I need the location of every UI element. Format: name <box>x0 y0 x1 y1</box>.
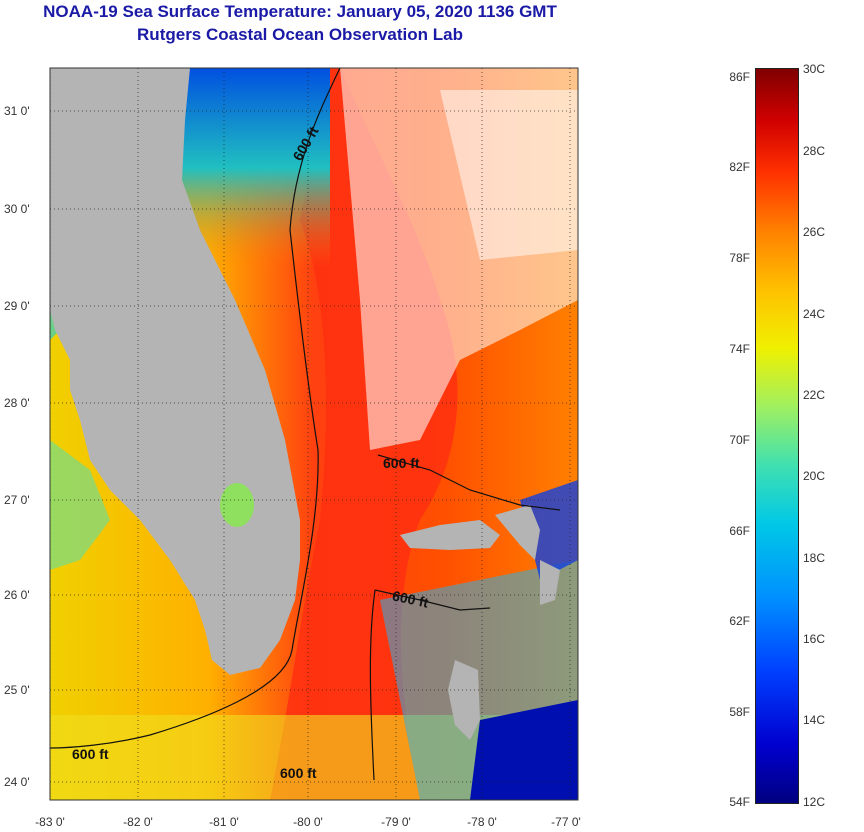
lon-label: -83 0' <box>35 815 65 829</box>
colorbar-f-label: 78F <box>729 251 750 265</box>
map-frame <box>49 67 579 801</box>
colorbar-c-label: 30C <box>803 62 826 76</box>
colorbar-f-label: 74F <box>729 342 750 356</box>
colorbar-c-label: 16C <box>803 632 826 646</box>
colorbar-c-label: 14C <box>803 713 826 727</box>
colorbar-f-label: 66F <box>729 524 750 538</box>
graticule <box>49 68 578 800</box>
lat-label: 27 0' <box>4 493 30 507</box>
contour-600ft-bahamas-north <box>377 454 561 511</box>
colorbar-c-label: 22C <box>803 388 826 402</box>
title-line-2: Rutgers Coastal Ocean Observation Lab <box>137 25 463 44</box>
colorbar-c-label: 24C <box>803 307 826 321</box>
lat-label: 25 0' <box>4 683 30 697</box>
lon-label: -81 0' <box>209 815 239 829</box>
lat-label: 28 0' <box>4 396 30 410</box>
lon-label: -77 0' <box>551 815 581 829</box>
contour-label: 600 ft <box>72 746 109 762</box>
lat-label: 31 0' <box>4 104 30 118</box>
lon-label: -82 0' <box>123 815 153 829</box>
contour-label: 600 ft <box>280 765 317 781</box>
colorbar-f-label: 86F <box>729 70 750 84</box>
title-line-1: NOAA-19 Sea Surface Temperature: January… <box>43 2 557 21</box>
lat-label: 24 0' <box>4 775 30 789</box>
colorbar-c-label: 18C <box>803 551 826 565</box>
grand-bahama <box>400 520 500 550</box>
colorbar-f-label: 58F <box>729 705 750 719</box>
lat-label: 29 0' <box>4 299 30 313</box>
lon-label: -80 0' <box>293 815 323 829</box>
lake-okeechobee <box>220 483 254 527</box>
colorbar-c-label: 28C <box>803 144 826 158</box>
andros <box>448 660 480 740</box>
temperature-colorbar <box>755 68 799 804</box>
contour-600ft-bahamas-south <box>374 589 491 611</box>
colorbar-c-label: 20C <box>803 469 826 483</box>
abaco <box>495 505 540 560</box>
lat-label: 30 0' <box>4 202 30 216</box>
contour-label: 600 ft <box>391 587 430 610</box>
northern-cold-water <box>180 68 330 268</box>
contour-600ft-florida <box>50 68 341 749</box>
contour-label: 600 ft <box>383 455 420 471</box>
colorbar-f-label: 70F <box>729 433 750 447</box>
lat-label: 26 0' <box>4 588 30 602</box>
lon-label: -79 0' <box>381 815 411 829</box>
colorbar-f-label: 62F <box>729 614 750 628</box>
colorbar-c-label: 26C <box>803 225 826 239</box>
colorbar-f-label: 82F <box>729 160 750 174</box>
lon-label: -78 0' <box>467 815 497 829</box>
colorbar-f-label: 54F <box>729 795 750 809</box>
colorbar-c-label: 12C <box>803 795 826 809</box>
